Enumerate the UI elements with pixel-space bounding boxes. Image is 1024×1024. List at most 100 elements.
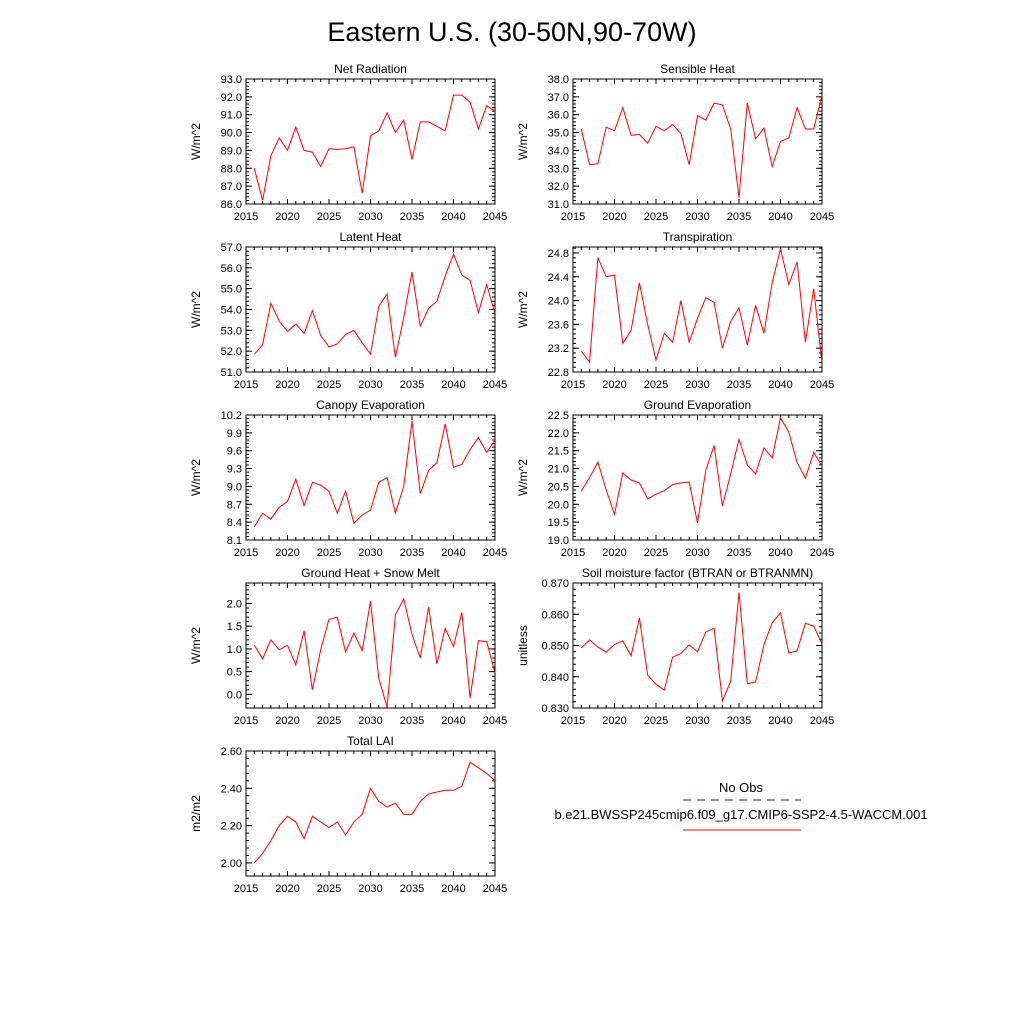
- x-tick-label: 2025: [317, 211, 341, 223]
- panel-6: Ground Evaporation 2015 2020 2025 2030 2035 20…: [516, 398, 834, 559]
- y-tick-label: 9.3: [227, 464, 242, 476]
- panel-3: Latent Heat 2015 2020 2025 2030 2035 2040 2045 5…: [189, 230, 507, 391]
- x-tick-label: 2030: [685, 547, 709, 559]
- y-tick-label: 20.5: [548, 481, 569, 493]
- plot-frame: [245, 750, 496, 877]
- figure-title: Eastern U.S. (30-50N,90-70W): [327, 17, 696, 47]
- plot-frame: [245, 78, 496, 205]
- x-tick-label: 2030: [358, 715, 382, 727]
- series-line: [253, 597, 496, 708]
- y-tick-label: 20.0: [548, 499, 569, 511]
- x-tick-label: 2020: [602, 379, 626, 391]
- x-tick-label: 2045: [483, 715, 507, 727]
- y-tick-label: 9.9: [227, 428, 242, 440]
- x-tick-label: 2030: [358, 883, 382, 895]
- y-tick-label: 89.0: [221, 145, 242, 157]
- y-tick-label: 23.6: [548, 319, 569, 331]
- y-axis-label: W/m^2: [516, 291, 530, 328]
- y-tick-label: 2.0: [227, 598, 242, 610]
- y-tick-label: 51.0: [221, 367, 242, 379]
- x-tick-label: 2030: [685, 379, 709, 391]
- y-tick-label: 2.40: [221, 783, 242, 795]
- y-axis-label: unitless: [516, 625, 530, 666]
- x-tick-label: 2020: [602, 547, 626, 559]
- x-tick-label: 2020: [275, 547, 299, 559]
- x-tick-label: 2020: [275, 211, 299, 223]
- y-tick-label: 19.0: [548, 535, 569, 547]
- x-tick-label: 2015: [561, 547, 585, 559]
- x-tick-label: 2035: [400, 379, 424, 391]
- y-tick-label: 8.4: [227, 517, 242, 529]
- x-tick-label: 2025: [317, 883, 341, 895]
- panel-title: Transpiration: [663, 230, 733, 244]
- x-tick-label: 2025: [317, 715, 341, 727]
- x-tick-label: 2030: [685, 715, 709, 727]
- x-tick-label: 2015: [561, 211, 585, 223]
- y-tick-label: 2.20: [221, 821, 242, 833]
- y-tick-label: 54.0: [221, 305, 242, 317]
- panel-title: Latent Heat: [339, 230, 402, 244]
- x-tick-label: 2025: [644, 547, 668, 559]
- x-tick-label: 2020: [275, 883, 299, 895]
- x-tick-label: 2040: [441, 547, 465, 559]
- y-tick-label: 0.870: [541, 578, 569, 590]
- y-tick-label: 0.5: [227, 667, 242, 679]
- plot-frame: [572, 582, 823, 709]
- panel-2: Sensible Heat 2015 2020 2025 2030 2035 2040 204…: [516, 62, 834, 223]
- y-tick-label: 37.0: [548, 92, 569, 104]
- y-axis-label: W/m^2: [189, 459, 203, 496]
- y-tick-label: 35.0: [548, 128, 569, 140]
- x-tick-label: 2030: [358, 547, 382, 559]
- y-axis-label: W/m^2: [516, 459, 530, 496]
- y-tick-label: 52.0: [221, 346, 242, 358]
- plot-frame: [245, 414, 496, 541]
- y-tick-label: 24.4: [548, 272, 569, 284]
- x-tick-label: 2035: [727, 211, 751, 223]
- y-tick-label: 23.2: [548, 343, 569, 355]
- y-tick-label: 86.0: [221, 199, 242, 211]
- x-tick-label: 2025: [644, 715, 668, 727]
- x-tick-label: 2040: [441, 715, 465, 727]
- y-axis-label: m2/m2: [189, 795, 203, 832]
- y-axis-label: W/m^2: [189, 123, 203, 160]
- y-tick-label: 24.8: [548, 248, 569, 260]
- x-tick-label: 2040: [768, 547, 792, 559]
- panel-title: Ground Evaporation: [644, 398, 751, 412]
- y-tick-label: 19.5: [548, 517, 569, 529]
- x-tick-label: 2045: [483, 379, 507, 391]
- x-tick-label: 2015: [561, 715, 585, 727]
- y-tick-label: 21.5: [548, 446, 569, 458]
- x-tick-label: 2045: [810, 211, 834, 223]
- x-tick-label: 2025: [317, 547, 341, 559]
- y-tick-label: 8.7: [227, 499, 242, 511]
- x-tick-label: 2015: [234, 211, 258, 223]
- x-tick-label: 2030: [358, 379, 382, 391]
- x-tick-label: 2035: [727, 715, 751, 727]
- panel-title: Sensible Heat: [660, 62, 735, 76]
- y-tick-label: 22.5: [548, 410, 569, 422]
- y-axis-label: W/m^2: [189, 627, 203, 664]
- y-tick-label: 1.0: [227, 644, 242, 656]
- x-tick-label: 2040: [441, 211, 465, 223]
- panel-title: Total LAI: [347, 734, 394, 748]
- legend: No Obs b.e21.BWSSP245cmip6.f09_g17.CMIP6…: [554, 780, 928, 831]
- y-tick-label: 0.840: [541, 672, 569, 684]
- y-tick-label: 0.850: [541, 641, 569, 653]
- x-tick-label: 2025: [644, 379, 668, 391]
- y-tick-label: 91.0: [221, 110, 242, 122]
- panels: Net Radiation 2015 2020 2025 2030 2035 2040 204…: [189, 62, 834, 895]
- x-tick-label: 2035: [400, 211, 424, 223]
- y-tick-label: 22.0: [548, 428, 569, 440]
- y-tick-label: 1.5: [227, 621, 242, 633]
- y-tick-label: 38.0: [548, 74, 569, 86]
- y-axis-label: W/m^2: [189, 291, 203, 328]
- y-tick-label: 0.830: [541, 703, 569, 715]
- series-line: [253, 420, 496, 528]
- panel-8: Soil moisture factor (BTRAN or BTRANMN) 2…: [516, 566, 834, 727]
- y-tick-label: 57.0: [221, 242, 242, 254]
- series-line: [253, 252, 496, 358]
- x-tick-label: 2040: [768, 379, 792, 391]
- x-tick-label: 2035: [400, 715, 424, 727]
- x-tick-label: 2015: [561, 379, 585, 391]
- x-tick-label: 2040: [441, 883, 465, 895]
